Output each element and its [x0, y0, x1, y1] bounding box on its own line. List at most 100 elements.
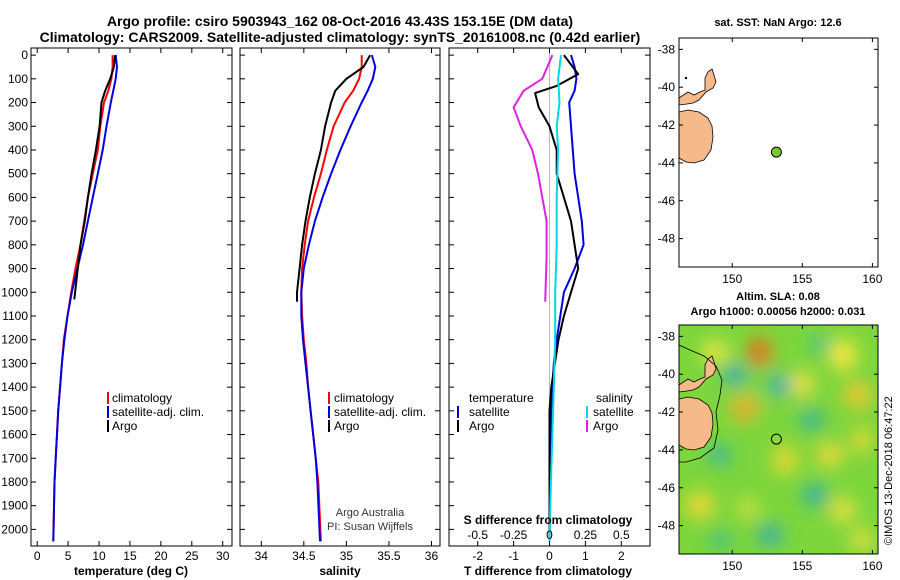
map-x-tick-label: 150 [722, 272, 742, 286]
x-tick-label: 25 [185, 549, 199, 563]
map-y-tick-label: -38 [658, 329, 676, 343]
salinity-panel: 34 34.5 35 35.5 36 salinity climatology sate… [239, 47, 441, 578]
tasmania-landmass [679, 109, 714, 164]
x-tick-label: 0 [34, 549, 41, 563]
s-tick-label: -0.5 [467, 528, 488, 542]
s-tick-label: 0 [546, 528, 553, 542]
legend-argo-label: Argo [334, 419, 360, 433]
series-line-s-satellite [548, 54, 562, 542]
depth-tick-label: 1400 [1, 380, 28, 394]
map-y-tick-label: -46 [658, 481, 676, 495]
depth-tick-label: 700 [8, 214, 28, 228]
altimetry-title-line2: Argo h1000: 0.00056 h2000: 0.031 [691, 306, 866, 318]
x-tick-label: 30 [216, 549, 230, 563]
depth-tick-label: 100 [8, 72, 28, 86]
depth-tick-label: 1500 [1, 404, 28, 418]
figure-title-line2: Climatology: CARS2009. Satellite-adjuste… [40, 29, 641, 45]
legend-temperature-heading: temperature [469, 391, 534, 405]
depth-tick-label: 1800 [1, 475, 28, 489]
credit-line2: PI: Susan Wijffels [327, 521, 413, 533]
s-tick-label: -0.25 [500, 528, 528, 542]
legend-satellite-label: satellite-adj. clim. [334, 405, 426, 419]
temperature-panel: 0 5 10 15 20 25 30 temperature (deg C) climato… [30, 47, 233, 578]
s-tick-label: 0.5 [613, 528, 630, 542]
depth-tick-label: 300 [8, 119, 28, 133]
depth-tick-label: 900 [8, 262, 28, 276]
map-y-tick-label: -42 [658, 118, 676, 132]
depth-tick-label: 0 [21, 48, 28, 62]
shelf-contour [679, 344, 723, 463]
temperature-legend: climatology satellite-adj. clim. Argo [107, 391, 204, 433]
legend-satellite-label: satellite-adj. clim. [112, 405, 204, 419]
sst-map-title: sat. SST: NaN Argo: 12.6 [714, 17, 841, 29]
legend-climatology-label: climatology [334, 391, 394, 405]
series-line-s-argo [512, 54, 554, 302]
depth-tick-label: 1900 [1, 499, 28, 513]
depth-tick-label: 1000 [1, 285, 28, 299]
difference-legend-left: temperature satellite Argo [457, 391, 534, 433]
series-line-argo [296, 54, 372, 302]
series-line-argo [73, 54, 117, 300]
map-y-tick-label: -38 [658, 42, 676, 56]
map-y-tick-label: -44 [658, 156, 676, 170]
small-island [684, 76, 688, 80]
x-tick-label: 0 [546, 549, 553, 563]
depth-tick-label: 1600 [1, 428, 28, 442]
x-tick-label: 35 [340, 549, 354, 563]
legend-s-satellite-label: satellite [593, 405, 634, 419]
x-tick-label: 35.5 [377, 549, 401, 563]
sst-map-panel: sat. SST: NaN Argo: 12.6 -38 -40 -42 -44 -46… [658, 17, 883, 286]
map-y-tick-label: -48 [658, 519, 676, 533]
depth-tick-label: 2000 [1, 522, 28, 536]
map-y-tick-label: -40 [658, 367, 676, 381]
map-y-tick-label: -40 [658, 80, 676, 94]
altimetry-map-panel: Altim. SLA: 0.08 Argo h1000: 0.00056 h20… [658, 291, 883, 573]
legend-s-argo-label: Argo [593, 419, 619, 433]
salinity-xlabel: salinity [319, 564, 361, 578]
series-line-t-argo [534, 54, 580, 539]
legend-climatology-label: climatology [112, 391, 172, 405]
map-x-tick-label: 150 [722, 559, 742, 573]
salinity-legend: climatology satellite-adj. clim. Argo [328, 391, 426, 433]
series-line-t-satellite [548, 54, 585, 542]
depth-tick-label: 1100 [2, 309, 28, 323]
x-tick-label: 34.5 [292, 549, 316, 563]
x-tick-label: 20 [154, 549, 168, 563]
map-y-tick-label: -42 [658, 405, 676, 419]
x-tick-label: -2 [472, 549, 483, 563]
x-tick-label: 1 [582, 549, 589, 563]
depth-tick-label: 1700 [1, 451, 28, 465]
victoria-coast [679, 355, 717, 393]
figure-title-line1: Argo profile: csiro 5903943_162 08-Oct-2… [107, 13, 573, 29]
depth-tick-label: 500 [8, 167, 28, 181]
sla-field [679, 325, 878, 554]
map-x-tick-label: 160 [862, 559, 882, 573]
x-tick-label: 15 [123, 549, 137, 563]
map-y-tick-label: -48 [658, 232, 676, 246]
salinity-panel-frame [239, 47, 441, 547]
argo-float-marker [770, 433, 782, 445]
series-line-climatology [52, 55, 114, 542]
legend-argo-label: Argo [112, 419, 138, 433]
depth-tick-label: 600 [8, 190, 28, 204]
x-tick-label: 10 [92, 549, 106, 563]
depth-tick-label: 1300 [1, 356, 28, 370]
map-y-tick-label: -44 [658, 443, 676, 457]
t-difference-xlabel: T difference from climatology [464, 564, 632, 578]
temperature-panel-frame [30, 47, 233, 547]
altimetry-map-frame [678, 324, 879, 555]
series-line-satellite-adj-clim- [300, 54, 377, 542]
credit-line1: Argo Australia [336, 507, 405, 519]
temperature-xlabel: temperature (deg C) [74, 564, 188, 578]
legend-t-argo-label: Argo [469, 419, 495, 433]
depth-axis: 0 100 200 300 400 500 600 700 800 900 1000 1100 1200… [1, 48, 650, 536]
s-difference-xlabel: S difference from climatology [464, 513, 633, 527]
map-y-tick-label: -46 [658, 194, 676, 208]
depth-tick-label: 1200 [1, 333, 28, 347]
depth-tick-label: 800 [8, 238, 28, 252]
legend-salinity-heading: salinity [596, 391, 633, 405]
difference-panel: -2 -1 0 1 2 -0.5 -0.25 0 0.25 0.5 S difference f… [448, 47, 651, 578]
map-x-tick-label: 160 [862, 272, 882, 286]
x-tick-label: 5 [65, 549, 72, 563]
